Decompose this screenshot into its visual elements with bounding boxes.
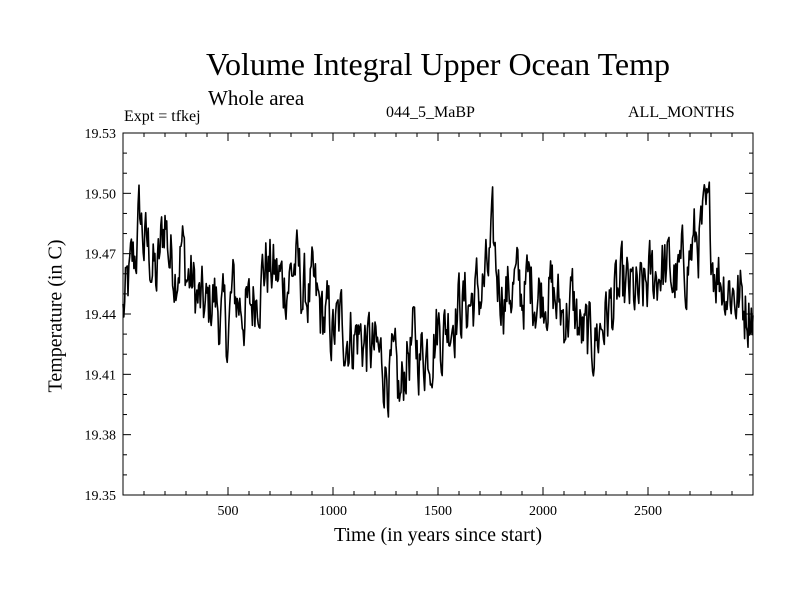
y-tick-label: 19.35 bbox=[85, 489, 117, 504]
y-tick-label: 19.44 bbox=[85, 308, 117, 323]
chart-title: Volume Integral Upper Ocean Temp bbox=[206, 46, 670, 82]
y-tick-label: 19.38 bbox=[85, 429, 117, 444]
x-axis-ticks: 500 1000 1500 2000 2500 bbox=[143, 133, 733, 519]
x-tick-label: 500 bbox=[218, 504, 239, 519]
x-tick-label: 2500 bbox=[634, 504, 662, 519]
x-axis-label: Time (in years since start) bbox=[333, 524, 543, 546]
x-tick-label: 1000 bbox=[319, 504, 347, 519]
y-tick-label: 19.50 bbox=[85, 187, 117, 202]
chart-subtitle: Whole area bbox=[208, 86, 305, 110]
x-tick-label: 1500 bbox=[424, 504, 452, 519]
y-axis-ticks: 19.35 19.38 19.41 19.44 19.47 19.50 19.53 bbox=[85, 127, 753, 504]
run-name-label: 044_5_MaBP bbox=[386, 104, 475, 121]
y-tick-label: 19.53 bbox=[85, 127, 117, 142]
experiment-label: Expt = tfkej bbox=[124, 108, 201, 125]
x-tick-label: 2000 bbox=[529, 504, 557, 519]
series-line bbox=[122, 181, 754, 418]
months-label: ALL_MONTHS bbox=[628, 104, 735, 121]
y-tick-label: 19.47 bbox=[85, 248, 117, 263]
y-tick-label: 19.41 bbox=[85, 368, 117, 383]
